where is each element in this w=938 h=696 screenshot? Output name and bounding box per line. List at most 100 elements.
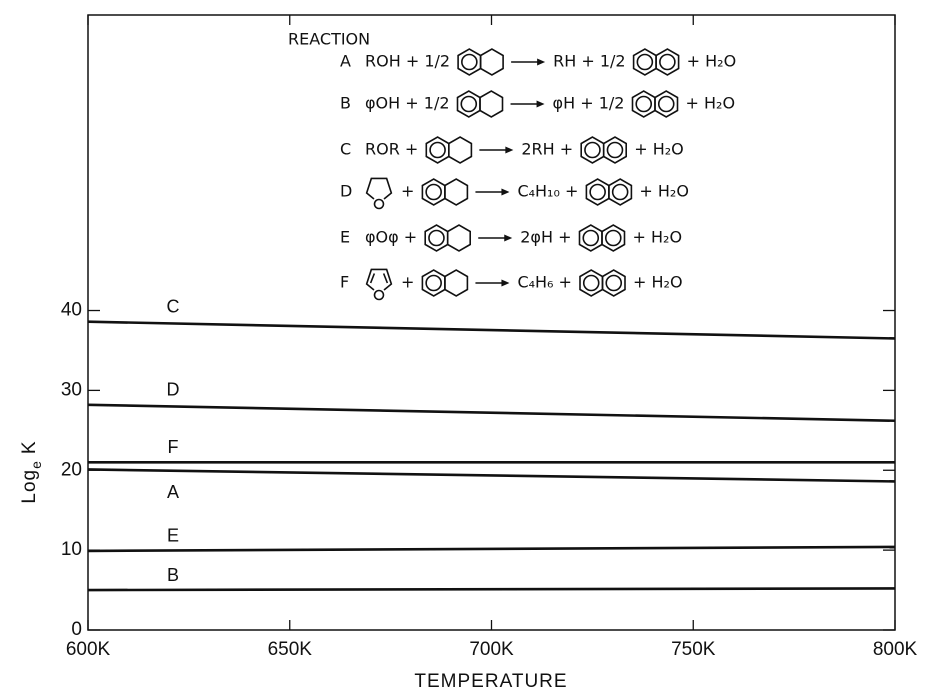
structure-naphthalene — [585, 178, 633, 206]
ring — [608, 178, 633, 206]
x-tick-label: 800K — [873, 639, 918, 660]
aromatic-circle — [611, 183, 629, 201]
ring — [446, 224, 472, 252]
structure-naphthalene — [579, 269, 626, 297]
y-axis-title-text: LogeK — [19, 440, 44, 503]
reaction-text: + H₂O — [633, 228, 683, 247]
series-label: E — [167, 526, 179, 546]
series-line — [87, 587, 896, 592]
aromatic-circle — [425, 183, 442, 201]
arrow-head — [501, 279, 510, 287]
oxygen — [373, 198, 385, 210]
reaction-letter: E — [340, 228, 350, 247]
arrow-head — [536, 100, 545, 108]
y-title-tail: K — [19, 440, 40, 454]
structure-furan — [365, 268, 393, 301]
structure-naphthalene — [632, 48, 680, 76]
aromatic-circle — [460, 95, 478, 113]
y-title-sub: e — [28, 460, 44, 469]
aromatic-circle — [461, 53, 478, 71]
aromatic-circle — [582, 229, 600, 247]
reaction-text: φOH + 1/2 — [365, 94, 450, 113]
legend-title: REACTION — [288, 30, 370, 49]
reaction-legend: REACTION A ROH + 1/2 RH + 1/2 + H₂O B φOH + 1/… — [288, 30, 737, 301]
aromatic-circle — [657, 95, 675, 113]
structure-tetralin — [424, 224, 472, 252]
plot-frame — [87, 14, 896, 631]
aromatic-circle — [429, 141, 446, 159]
series-line — [87, 545, 896, 553]
ring — [602, 136, 628, 164]
reaction-text: + H₂O — [639, 182, 689, 201]
structure-arrow — [479, 146, 514, 154]
ring — [365, 268, 393, 291]
y-title-main: Log — [19, 469, 40, 504]
series-label: A — [167, 482, 179, 502]
structure-arrow — [475, 279, 510, 287]
aromatic-circle — [604, 229, 622, 247]
series-line — [87, 403, 896, 423]
structure-tetralin — [456, 90, 504, 118]
ring — [601, 269, 626, 297]
ring — [444, 178, 469, 206]
aromatic-circle — [582, 274, 600, 292]
arrow-head — [537, 58, 546, 66]
x-axis-title: TEMPERATURE — [414, 671, 567, 692]
reaction-letter: C — [340, 140, 351, 159]
aromatic-circle — [659, 53, 676, 71]
reaction-text: C₄H₁₀ + — [517, 182, 578, 201]
structure-thf — [365, 177, 393, 210]
series-label: F — [168, 437, 179, 457]
reaction-text: + — [401, 182, 414, 201]
reaction-text: RH + 1/2 — [553, 52, 625, 71]
structure-tetralin — [425, 136, 473, 164]
y-tick-label: 10 — [61, 539, 82, 560]
reaction-text: ROR + — [365, 140, 418, 159]
structure-tetralin — [457, 48, 504, 76]
double-bond — [382, 273, 389, 284]
reaction-text: + H₂O — [686, 94, 736, 113]
double-bond — [369, 273, 376, 284]
aromatic-circle — [605, 274, 623, 292]
ring — [601, 224, 626, 252]
reaction-text: + H₂O — [687, 52, 737, 71]
aromatic-circle — [425, 274, 442, 292]
arrow-head — [501, 188, 510, 196]
structure-arrow — [478, 234, 513, 242]
ring — [444, 269, 469, 297]
aromatic-circle — [606, 141, 624, 159]
reaction-letter: A — [340, 52, 351, 71]
reaction-text: 2RH + — [521, 140, 573, 159]
ring — [655, 48, 680, 76]
x-tick-label: 750K — [671, 639, 716, 660]
aromatic-circle — [635, 95, 653, 113]
arrow-head — [505, 146, 514, 154]
aromatic-circle — [584, 141, 601, 159]
x-tick-label: 650K — [268, 639, 313, 660]
y-tick-label: 20 — [61, 459, 82, 480]
ring — [654, 90, 679, 118]
series-label: D — [167, 380, 180, 400]
reaction-text: + H₂O — [634, 140, 684, 159]
y-tick-label: 40 — [61, 300, 82, 321]
reaction-text: φOφ + — [365, 228, 417, 247]
ring — [479, 90, 504, 118]
ring — [365, 177, 393, 200]
reaction-text: 2φH + — [520, 228, 571, 247]
series-line — [87, 468, 896, 483]
x-tick-label: 600K — [66, 639, 111, 660]
ring — [479, 48, 504, 76]
arrow-head — [504, 234, 513, 242]
y-axis-title: LogeK — [19, 440, 44, 503]
oxygen — [373, 289, 385, 301]
structure-naphthalene — [580, 136, 628, 164]
structure-arrow — [510, 100, 545, 108]
series-line — [87, 320, 896, 340]
series-label: C — [167, 296, 180, 316]
structure-arrow — [511, 58, 546, 66]
reaction-text: + — [401, 273, 414, 292]
reaction-letter: B — [340, 94, 351, 113]
structure-naphthalene — [578, 224, 626, 252]
reaction-letter: D — [340, 182, 352, 201]
